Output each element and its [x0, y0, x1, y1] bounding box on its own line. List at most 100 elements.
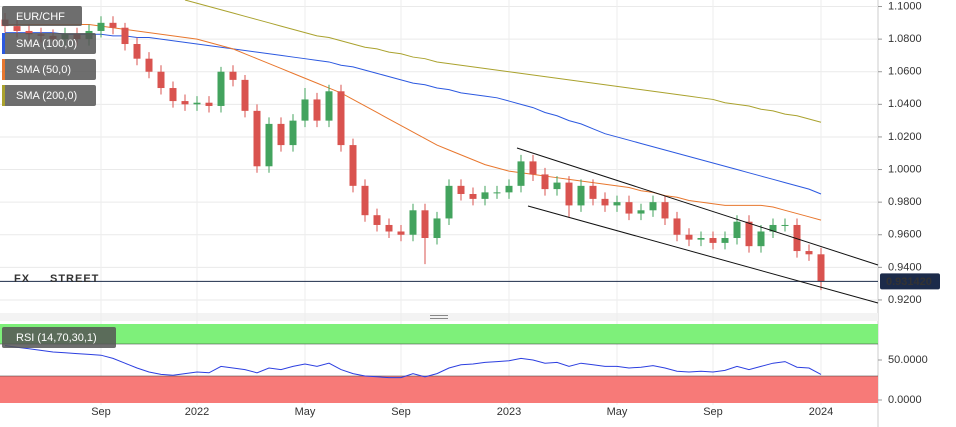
candle-body	[793, 224, 801, 252]
candle-body	[637, 210, 645, 214]
candle-body	[433, 218, 441, 239]
candle-body	[409, 210, 417, 235]
candle-body	[373, 215, 381, 225]
candle-body	[193, 102, 201, 105]
channel-lower[interactable]	[527, 205, 879, 304]
legend-box[interactable]	[2, 327, 116, 348]
candle-body	[601, 198, 609, 206]
x-tick-label: 2024	[809, 406, 833, 418]
x-tick-label: Sep	[391, 406, 411, 418]
channel-upper[interactable]	[516, 147, 879, 266]
panel-divider[interactable]	[0, 313, 878, 321]
sma-line	[184, 0, 822, 123]
candle-body	[229, 71, 237, 80]
x-tick-label: Sep	[703, 406, 723, 418]
candle-body	[721, 238, 729, 243]
candle-body	[469, 193, 477, 199]
candle-body	[277, 123, 285, 146]
y-tick-label: 0.9200	[888, 294, 922, 306]
candle-body	[685, 234, 693, 240]
legend: EUR/CHF SMA (100,0) SMA (50,0) SMA (200,0)	[2, 6, 96, 106]
candle-body	[397, 231, 405, 235]
y-tick-label: 1.0200	[888, 131, 922, 143]
candle-body	[241, 79, 249, 111]
candle-body	[745, 221, 753, 247]
candle-body	[577, 185, 585, 206]
candle-body	[673, 218, 681, 235]
candle-body	[349, 145, 357, 186]
legend-label: SMA (100,0)	[16, 38, 77, 50]
watermark-text: STREET	[50, 273, 99, 285]
candle-body	[217, 71, 225, 106]
layers: 0.931420 FX STREET EUR/CHF SMA (100,0) SMA (5…	[0, 0, 940, 405]
candle-body	[445, 185, 453, 219]
legend-box[interactable]	[2, 33, 96, 54]
candle-body	[565, 182, 573, 206]
legend-swatch	[2, 85, 5, 106]
candle-body	[697, 238, 705, 240]
y-tick-label: 1.0400	[888, 98, 922, 110]
candle-body	[181, 101, 189, 105]
y-tick-label: 1.0600	[888, 66, 922, 78]
candle-body	[157, 71, 165, 89]
y-tick-label: 0.9800	[888, 196, 922, 208]
candle-body	[733, 221, 741, 239]
last-price-box	[880, 273, 940, 290]
x-tick-label: 2023	[497, 406, 521, 418]
candle-body	[553, 182, 561, 190]
candle-body	[709, 238, 717, 243]
x-tick-label: May	[607, 406, 628, 418]
candle-body	[169, 88, 177, 102]
candle-body	[493, 192, 501, 194]
x-tick-label: May	[295, 406, 316, 418]
candle-body	[613, 202, 621, 206]
candle-body	[325, 91, 333, 121]
candle-body	[757, 231, 765, 247]
watermark-text: FX	[14, 273, 30, 285]
y-tick-label: 1.1000	[888, 0, 922, 12]
candles	[1, 13, 825, 291]
candle-body	[145, 58, 153, 72]
candle-body	[541, 174, 549, 190]
y-tick-label: 50.0000	[888, 354, 928, 366]
candle-body	[265, 123, 273, 167]
candle-body	[781, 224, 789, 226]
oversold-zone	[0, 376, 878, 403]
candle-body	[529, 161, 537, 175]
candle-body	[205, 102, 213, 106]
candle-body	[361, 185, 369, 216]
candle-body	[769, 224, 777, 232]
candle-body	[625, 202, 633, 214]
legend-label: SMA (50,0)	[16, 64, 71, 76]
candle-body	[133, 44, 141, 59]
legend-label: SMA (200,0)	[16, 90, 77, 102]
candle-body	[337, 91, 345, 146]
y-tick-label: 1.0800	[888, 33, 922, 45]
x-tick-label: Sep	[91, 406, 111, 418]
legend-box[interactable]	[2, 85, 96, 106]
legend-box[interactable]	[2, 6, 82, 26]
candle-body	[13, 26, 21, 31]
sma-line	[5, 32, 822, 195]
y-tick-label: 1.0000	[888, 163, 922, 175]
candle-body	[109, 22, 117, 28]
candle-body	[289, 120, 297, 146]
y-tick-label: 0.0000	[888, 394, 922, 406]
legend-symbol: EUR/CHF	[16, 11, 65, 23]
candle-body	[505, 185, 513, 193]
candle-body	[385, 224, 393, 232]
candle-body	[649, 202, 657, 211]
candle-body	[25, 30, 33, 35]
candle-body	[817, 254, 825, 282]
candle-body	[805, 251, 813, 255]
legend-swatch	[2, 33, 5, 54]
legend: RSI (14,70,30,1)	[2, 327, 116, 348]
grid	[0, 0, 878, 405]
candle-body	[457, 185, 465, 194]
legend-label: RSI (14,70,30,1)	[16, 332, 97, 344]
y-tick-label: 0.9600	[888, 229, 922, 241]
legend-box[interactable]	[2, 59, 96, 80]
sma-line	[5, 23, 822, 221]
